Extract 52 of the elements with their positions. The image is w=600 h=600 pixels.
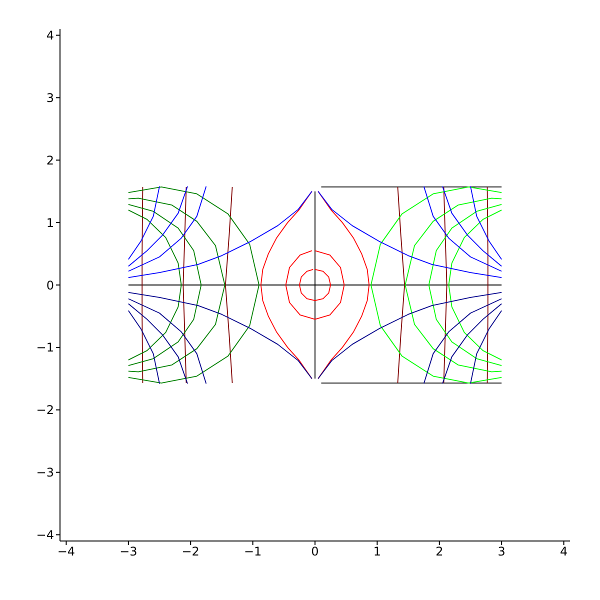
x-tick-label: 3 [498,544,506,559]
y-tick-label: −3 [36,466,54,480]
y-tick-label: −1 [36,340,54,355]
y-tick-label: 0 [46,278,54,292]
line-series [128,310,160,384]
line-series [404,198,502,372]
y-tick-label: −2 [36,403,54,418]
x-tick-label: 4 [560,544,568,559]
y-tick-label: 3 [46,90,54,105]
line-series [486,186,488,384]
line-series [442,186,502,267]
line-series [182,186,187,384]
line-series [443,186,448,384]
x-tick-label: −3 [120,544,138,559]
line-series [128,186,260,384]
line-series [128,186,188,267]
x-tick-label: 2 [436,544,444,559]
line-series [448,210,502,360]
line-series [142,186,144,384]
line-series [128,186,207,272]
line-series [423,298,502,384]
line-series [128,190,312,278]
line-series [428,204,502,366]
y-tick-label: 1 [46,216,54,230]
line-series [423,186,502,272]
line-series [318,190,502,278]
line-series [299,268,331,302]
line-series [128,186,160,260]
line-series [318,190,370,380]
x-tick-label: −4 [57,544,76,559]
x-tick-label: 0 [311,544,319,559]
x-tick-label: 1 [373,544,382,559]
line-series [128,298,207,384]
line-series [128,210,182,360]
x-tick-label: −1 [244,544,262,559]
line-series [128,292,312,380]
line-series [442,303,502,384]
line-series [285,250,345,320]
y-tick-label: 2 [46,153,54,168]
line-series [470,186,502,260]
line-series [128,198,226,372]
line-series [128,303,188,384]
line-series [260,190,312,380]
line-series [128,204,202,366]
line-series [224,186,233,384]
line-series [397,186,406,384]
y-tick-label: −4 [36,528,54,542]
line-series [470,310,502,384]
y-tick-label: 4 [46,28,54,43]
line-series [318,292,502,380]
line-series [370,186,502,384]
x-tick-label: −2 [182,544,200,559]
